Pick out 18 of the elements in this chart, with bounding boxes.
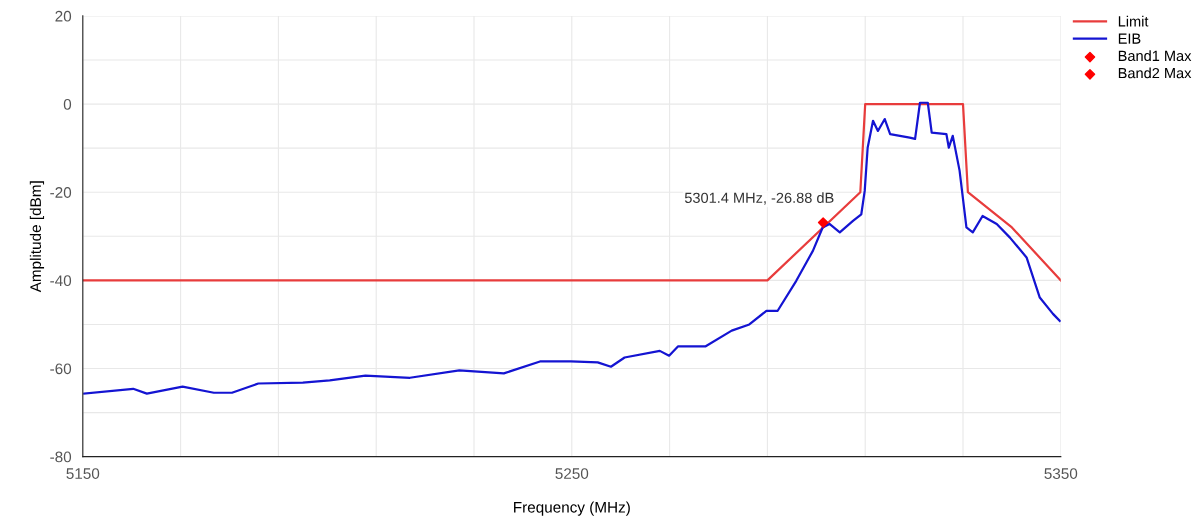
legend-label: Band1 Max [1118,50,1192,62]
y-tick-label: 20 [55,10,72,22]
y-tick-label: -20 [50,187,72,198]
y-tick-label: -60 [50,363,72,375]
y-tick-label: 0 [63,98,72,110]
x-tick-label: 5150 [66,468,100,479]
line-series [82,102,1061,282]
legend-label: Limit [1118,15,1149,27]
y-tick-label: -40 [50,275,72,287]
line-series [83,101,1061,395]
x-tick-label: 5350 [1044,468,1078,479]
annotation: 5301.4 MHz, -26.88 dB [684,192,834,205]
x-axis-title: Frequency (MHz) [514,501,630,516]
y-axis-title: Amplitude [dBm] [29,181,45,293]
legend-label: EIB [1118,33,1141,44]
x-tick-label: 5250 [555,468,589,479]
legend-label: Band2 Max [1118,67,1192,79]
y-tick-label: -80 [50,451,72,463]
